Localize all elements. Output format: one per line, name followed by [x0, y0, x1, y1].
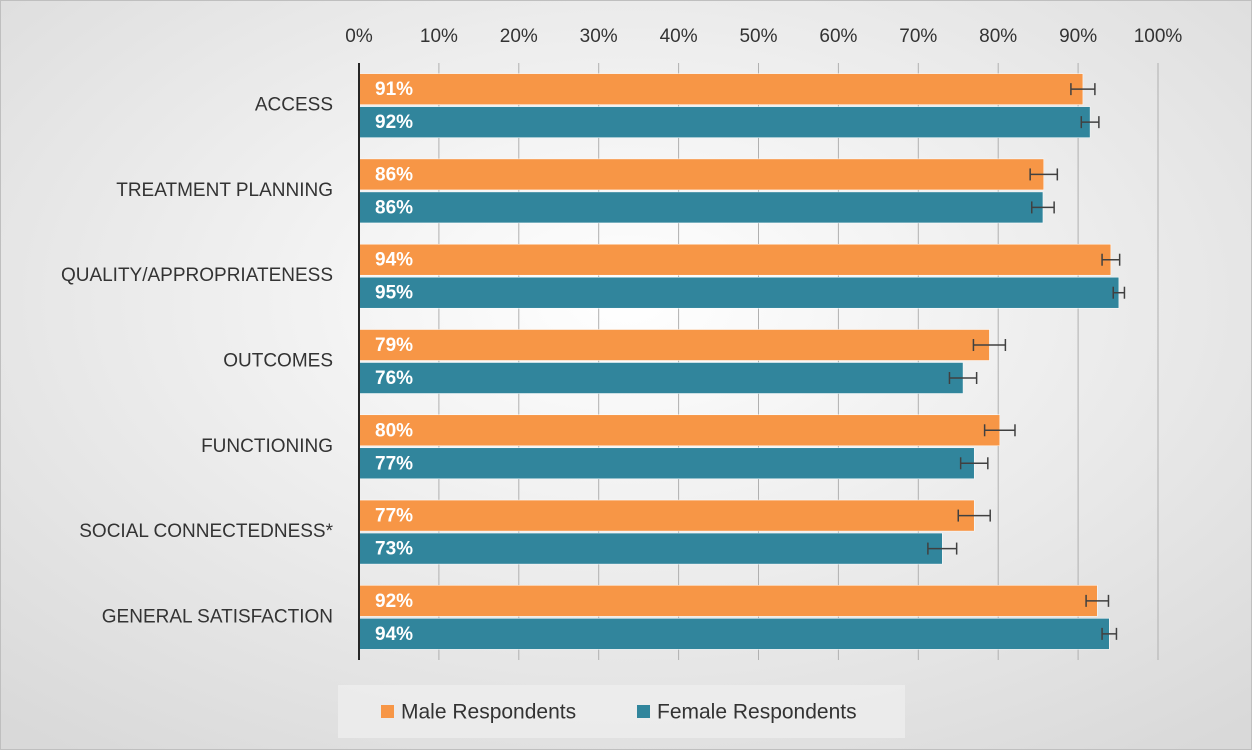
x-tick-label: 30% [580, 26, 618, 47]
x-tick-label: 10% [420, 26, 458, 47]
error-bar [957, 509, 991, 522]
data-label: 77% [375, 506, 413, 527]
error-bar [1080, 116, 1100, 129]
error-bar [1070, 83, 1096, 96]
data-label: 79% [375, 335, 413, 356]
error-bar [1101, 627, 1118, 640]
data-label: 94% [375, 250, 413, 271]
x-tick-label: 0% [345, 26, 373, 47]
category-label: GENERAL SATISFACTION [102, 606, 333, 627]
bar [358, 106, 1091, 138]
legend-swatch [381, 705, 394, 718]
legend-label: Male Respondents [401, 701, 576, 724]
data-label: 86% [375, 164, 413, 185]
bar [358, 158, 1044, 191]
bar [358, 276, 1120, 309]
legend-label: Female Respondents [657, 701, 857, 724]
x-tick-label: 90% [1059, 26, 1097, 47]
x-tick-label: 100% [1134, 26, 1183, 47]
data-label: 95% [375, 283, 413, 304]
bar [358, 414, 1001, 447]
bar [358, 618, 1110, 650]
bar [358, 362, 964, 394]
bar [358, 243, 1112, 276]
x-tick-label: 50% [739, 26, 777, 47]
error-bar [1031, 201, 1055, 214]
x-tick-label: 80% [979, 26, 1017, 47]
data-label: 94% [375, 624, 413, 645]
category-label: SOCIAL CONNECTEDNESS* [79, 521, 333, 542]
data-label: 91% [375, 79, 413, 100]
bar [358, 73, 1084, 105]
x-tick-label: 40% [660, 26, 698, 47]
error-bar [972, 339, 1007, 351]
data-label: 86% [375, 197, 413, 218]
category-label: TREATMENT PLANNING [116, 180, 333, 201]
error-bar [959, 457, 989, 470]
error-bar [983, 424, 1016, 437]
x-tick-label: 60% [819, 26, 857, 47]
data-label: 77% [375, 453, 413, 474]
error-bar [1085, 594, 1110, 607]
error-bar [1029, 168, 1059, 181]
legend-swatch [637, 705, 650, 718]
category-label: ACCESS [255, 95, 333, 116]
legend-box [338, 685, 905, 738]
category-label: OUTCOMES [223, 351, 333, 372]
x-tick-label: 20% [500, 26, 538, 47]
bar [358, 191, 1044, 224]
category-label: QUALITY/APPROPRIATENESS [61, 265, 333, 286]
error-bar [927, 542, 958, 555]
bar [358, 499, 975, 532]
bar [358, 329, 990, 361]
data-label: 76% [375, 368, 413, 389]
data-label: 73% [375, 539, 413, 560]
bar [358, 532, 943, 565]
error-bar [1101, 253, 1121, 266]
data-label: 92% [375, 591, 413, 612]
data-label: 80% [375, 420, 413, 441]
bar [358, 447, 975, 480]
error-bar [948, 372, 978, 384]
category-label: FUNCTIONING [201, 436, 333, 457]
data-label: 92% [375, 112, 413, 133]
x-tick-label: 70% [899, 26, 937, 47]
bar [358, 585, 1098, 617]
error-bar [1112, 286, 1126, 299]
